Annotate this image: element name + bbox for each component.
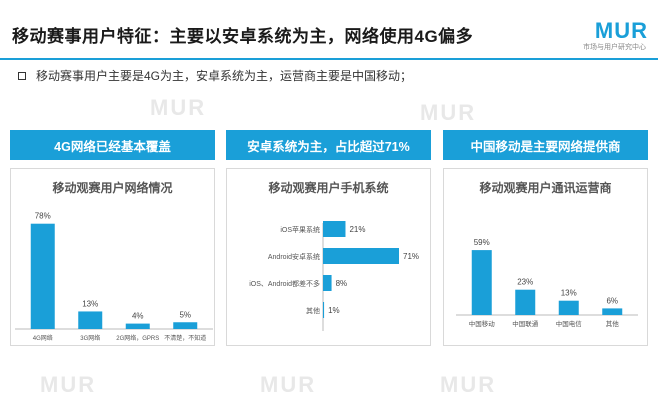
- watermark: MUR: [440, 372, 497, 397]
- square-bullet-icon: [18, 71, 26, 80]
- watermark: MUR: [40, 372, 97, 397]
- banner-network: 4G网络已经基本覆盖: [10, 130, 215, 160]
- data-label: 5%: [179, 310, 191, 319]
- bar: [30, 223, 55, 329]
- chart-title: 移动观赛用户网络情况: [52, 181, 173, 195]
- banner-os: 安卓系统为主，占比超过71%: [226, 130, 431, 160]
- category-label: 其他: [306, 306, 320, 315]
- category-label: iOS、Android都差不多: [249, 279, 320, 288]
- bar: [515, 289, 536, 315]
- bar: [558, 300, 579, 315]
- category-label: 其他: [606, 319, 620, 328]
- logo-text: MUR: [594, 18, 648, 43]
- logo-subtitle: 市场与用户研究中心: [583, 44, 646, 51]
- watermark: MUR: [150, 95, 207, 120]
- data-label: 13%: [82, 299, 98, 308]
- data-label: 1%: [328, 306, 340, 315]
- data-label: 21%: [349, 225, 365, 234]
- category-label: 中国移动: [469, 319, 496, 328]
- bullet-text: 移动赛事用户主要是4G为主，安卓系统为主，运营商主要是中国移动；: [36, 69, 413, 83]
- chart-title: 移动观赛用户通讯运营商: [479, 181, 612, 195]
- bar: [323, 302, 325, 318]
- chart-title: 移动观赛用户手机系统: [268, 181, 389, 195]
- chart-panel-os: 移动观赛用户手机系统 21% iOS苹果系统 71% Android安卓系统 8% iOS…: [226, 168, 431, 346]
- data-label: 6%: [606, 296, 618, 305]
- category-label: 中国联通: [512, 319, 539, 328]
- data-label: 8%: [336, 279, 348, 288]
- category-label: 3G网络: [80, 334, 100, 342]
- watermark: MUR: [260, 372, 317, 397]
- bar: [78, 311, 103, 329]
- category-label: 2G网络，GPRS: [116, 334, 159, 342]
- os-bar-chart: 21% iOS苹果系统 71% Android安卓系统 8% iOS、Android都差不…: [249, 221, 419, 331]
- network-bar-chart: 78% 4G网络 13% 3G网络 4% 2G网络，GPRS 5% 不清楚，不知道: [15, 212, 213, 342]
- data-label: 13%: [561, 289, 577, 298]
- chart-panel-network: 移动观赛用户网络情况 78% 4G网络 13% 3G网络 4% 2G网络，GPRS 5% 不清…: [10, 168, 215, 346]
- bar: [471, 250, 492, 315]
- bar: [602, 308, 623, 315]
- bar: [323, 248, 399, 264]
- data-label: 78%: [35, 212, 51, 221]
- header-divider: [0, 58, 658, 60]
- bullet-point: 移动赛事用户主要是4G为主，安卓系统为主，运营商主要是中国移动；: [18, 67, 412, 84]
- data-label: 23%: [517, 278, 533, 287]
- bar: [323, 275, 332, 291]
- carrier-bar-chart: 59% 中国移动 23% 中国联通 13% 中国电信 6% 其他: [456, 238, 638, 328]
- bar: [173, 322, 198, 329]
- category-label: 中国电信: [556, 319, 583, 328]
- bar: [323, 221, 346, 237]
- category-label: Android安卓系统: [268, 252, 320, 261]
- page-title: 移动赛事用户特征：主要以安卓系统为主，网络使用4G偏多: [12, 27, 474, 46]
- category-label: iOS苹果系统: [280, 225, 320, 234]
- data-label: 71%: [403, 252, 419, 261]
- bar: [125, 323, 150, 329]
- category-label: 4G网络: [33, 334, 53, 342]
- watermark: MUR: [420, 100, 477, 125]
- data-label: 59%: [474, 238, 490, 247]
- data-label: 4%: [132, 312, 144, 321]
- banner-carrier: 中国移动是主要网络提供商: [443, 130, 648, 160]
- chart-panel-carrier: 移动观赛用户通讯运营商 59% 中国移动 23% 中国联通 13% 中国电信 6% 其他: [443, 168, 648, 346]
- category-label: 不清楚，不知道: [164, 334, 206, 342]
